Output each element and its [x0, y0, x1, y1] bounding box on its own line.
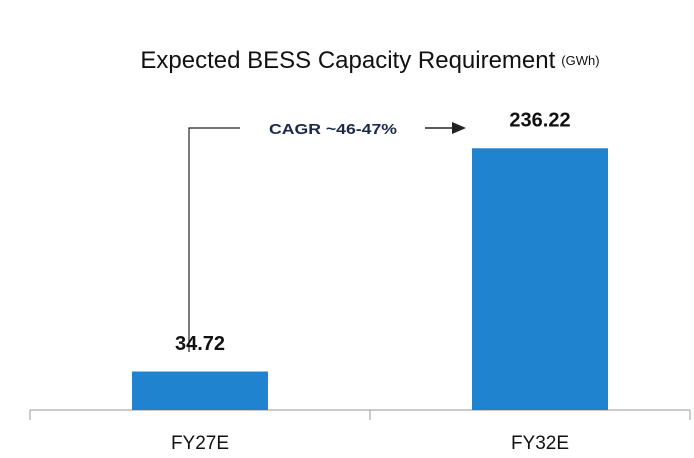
value-label: 34.72: [175, 333, 225, 355]
annotation-connector: [188, 127, 240, 352]
x-tick-label: FY27E: [171, 433, 229, 454]
value-label: 236.22: [509, 110, 570, 132]
bar: [132, 371, 268, 410]
annotation: CAGR ~46-47%: [269, 121, 397, 138]
title-text: Expected BESS Capacity Requirement: [140, 47, 555, 74]
x-tick-label: FY32E: [511, 433, 569, 454]
annotation-arrowhead: [452, 122, 466, 134]
chart-title: Expected BESS Capacity Requirement (GWh): [140, 47, 599, 74]
title-unit: (GWh): [561, 53, 599, 68]
bar: [472, 148, 608, 410]
